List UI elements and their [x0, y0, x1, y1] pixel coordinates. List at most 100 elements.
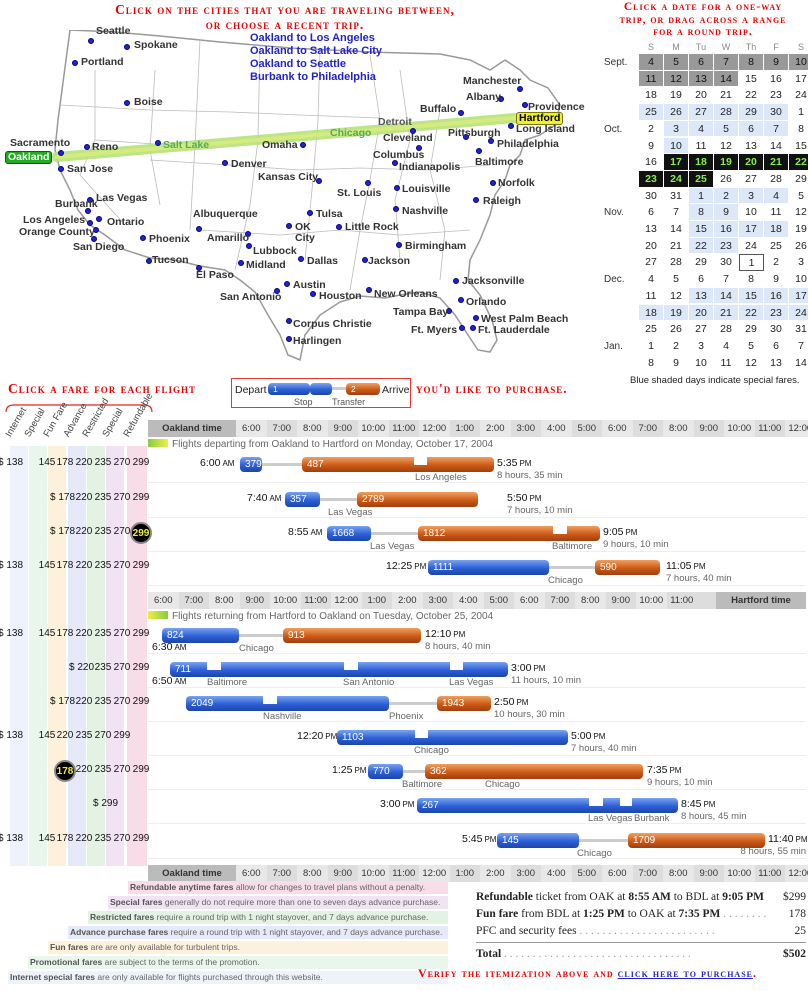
fare-cell[interactable]: $ 138 — [0, 457, 24, 468]
fare-cell[interactable]: 145 — [38, 560, 56, 571]
fare-cell[interactable]: 220 — [75, 560, 93, 571]
fare-cell[interactable]: 299 — [132, 492, 150, 503]
calendar-day[interactable]: 13 — [639, 221, 664, 238]
calendar-day[interactable]: 4 — [689, 120, 714, 138]
calendar-day[interactable]: 7 — [714, 271, 739, 288]
calendar-day[interactable]: 5 — [714, 120, 739, 138]
flight-segment[interactable]: 379 — [240, 457, 262, 472]
flight-segment[interactable]: 487 — [302, 457, 494, 472]
city-burbank[interactable]: Burbank — [55, 198, 98, 210]
calendar-day[interactable]: 10 — [789, 271, 808, 288]
city-chicago[interactable]: Chicago — [330, 127, 372, 139]
flight-segment[interactable]: 590 — [595, 560, 660, 575]
fare-cell[interactable]: 270 — [94, 730, 112, 741]
recent-trip-3[interactable]: Oakland to Seattle — [250, 58, 346, 70]
calendar-day[interactable]: 6 — [689, 271, 714, 288]
calendar-day[interactable]: 2 — [664, 337, 689, 355]
flight-segment[interactable]: 362 — [425, 764, 643, 779]
city-kansas-city[interactable]: Kansas City — [258, 171, 319, 183]
city-corpus-christie[interactable]: Corpus Christie — [293, 318, 372, 330]
fare-cell[interactable]: 299 — [132, 696, 150, 707]
city-dot[interactable] — [310, 291, 316, 297]
city-dot[interactable] — [91, 236, 97, 242]
city-dot[interactable] — [416, 145, 422, 151]
calendar-day[interactable]: 7 — [664, 204, 689, 221]
city-dot[interactable] — [222, 160, 228, 166]
fare-cell[interactable]: 145 — [38, 628, 56, 639]
calendar-day[interactable]: 19 — [664, 304, 689, 322]
fare-cell[interactable]: 220 — [75, 696, 93, 707]
fare-cell[interactable]: 235 — [94, 457, 112, 468]
city-dot[interactable] — [284, 281, 290, 287]
fare-cell[interactable]: 299 — [132, 560, 150, 571]
calendar-day[interactable]: 4 — [714, 337, 739, 355]
calendar-day[interactable]: 1 — [639, 337, 664, 355]
city-austin[interactable]: Austin — [293, 279, 326, 291]
city-las-vegas[interactable]: Las Vegas — [96, 192, 148, 204]
fare-cell[interactable]: 270 — [113, 662, 131, 673]
city-dot[interactable] — [286, 318, 292, 324]
fare-cell[interactable]: 299 — [132, 764, 150, 775]
calendar-day[interactable]: 25 — [639, 321, 664, 338]
flight-segment[interactable]: 267 — [417, 798, 678, 813]
city-dot[interactable] — [246, 243, 252, 249]
calendar-day[interactable]: 8 — [739, 271, 764, 288]
fare-cell[interactable]: 235 — [94, 492, 112, 503]
fare-cell[interactable]: 145 — [38, 457, 56, 468]
flight-segment[interactable]: 824 — [162, 628, 239, 643]
calendar-day[interactable]: 20 — [689, 87, 714, 105]
city-dot[interactable] — [84, 144, 90, 150]
fare-cell[interactable]: 178 — [56, 833, 74, 844]
calendar-day[interactable]: 2 — [764, 254, 789, 272]
calendar-day[interactable]: 14 — [764, 137, 789, 155]
city-orlando[interactable]: Orlando — [466, 296, 507, 308]
calendar-day[interactable]: 21 — [764, 154, 789, 171]
calendar-day[interactable]: 20 — [739, 154, 764, 171]
calendar-day[interactable]: 4 — [639, 271, 664, 288]
flight-segment[interactable]: 1709 — [628, 833, 765, 848]
calendar-day[interactable]: 18 — [639, 87, 664, 105]
fare-cell[interactable]: 299 — [130, 522, 152, 544]
calendar-day[interactable]: 28 — [664, 254, 689, 272]
city-dot[interactable] — [316, 178, 322, 184]
calendar-day[interactable]: 1 — [739, 254, 764, 272]
calendar-day[interactable]: 13 — [764, 354, 789, 372]
city-ft-lauderdale[interactable]: Ft. Lauderdale — [478, 324, 550, 336]
calendar-day[interactable]: 26 — [789, 238, 808, 255]
fare-cell[interactable]: 220 — [75, 628, 93, 639]
city-spokane[interactable]: Spokane — [134, 39, 178, 51]
city-san-jose[interactable]: San Jose — [67, 163, 114, 175]
calendar-day[interactable]: 12 — [664, 70, 689, 88]
flight-segment[interactable]: 913 — [283, 628, 421, 643]
city-el-paso[interactable]: El Paso — [196, 269, 234, 281]
city-dot[interactable] — [72, 60, 78, 66]
calendar-day[interactable]: 21 — [714, 304, 739, 322]
fare-cell[interactable]: 270 — [113, 526, 131, 537]
city-buffalo[interactable]: Buffalo — [420, 103, 457, 115]
fare-cell[interactable]: $ 178 — [50, 526, 76, 537]
calendar-day[interactable]: 23 — [764, 87, 789, 105]
calendar-day[interactable]: 7 — [714, 54, 739, 71]
fare-cell[interactable]: 235 — [94, 628, 112, 639]
city-philadelphia[interactable]: Philadelphia — [497, 138, 559, 150]
city-jackson[interactable]: Jackson — [368, 255, 411, 267]
city-orange-county[interactable]: Orange County — [19, 226, 95, 238]
fare-cell[interactable]: $ 138 — [0, 560, 24, 571]
recent-trip-1[interactable]: Oakland to Los Angeles — [250, 32, 375, 44]
calendar-day[interactable]: 28 — [714, 104, 739, 121]
city-denver[interactable]: Denver — [231, 158, 267, 170]
calendar-day[interactable]: 25 — [764, 237, 789, 255]
city-dot[interactable] — [459, 325, 465, 331]
calendar-day[interactable]: 10 — [664, 137, 689, 155]
calendar-day[interactable]: 11 — [714, 354, 739, 372]
fare-cell[interactable]: 235 — [94, 560, 112, 571]
calendar-day[interactable]: 27 — [689, 104, 714, 121]
calendar-day[interactable]: 1 — [789, 104, 808, 121]
calendar-day[interactable]: 31 — [789, 321, 808, 338]
calendar-day[interactable]: 8 — [639, 354, 664, 372]
city-midland[interactable]: Midland — [246, 259, 286, 271]
city-dot[interactable] — [124, 100, 130, 106]
calendar-day[interactable]: 29 — [789, 171, 808, 188]
city-ontario[interactable]: Ontario — [107, 216, 145, 228]
city-dot[interactable] — [476, 148, 482, 154]
